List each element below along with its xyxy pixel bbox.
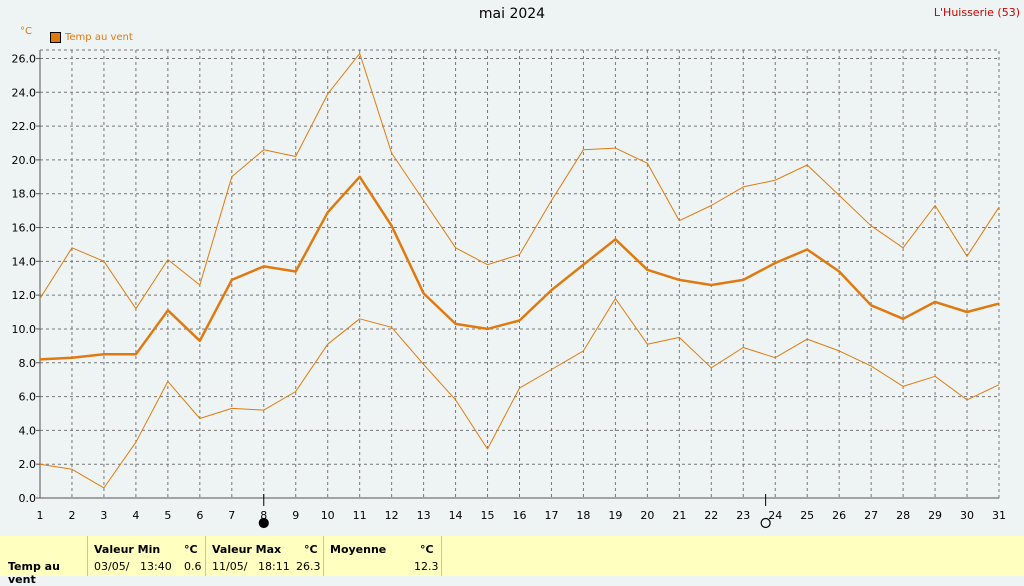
max-time: 18:11	[258, 560, 290, 573]
x-tick-label: 21	[672, 509, 686, 522]
x-tick-label: 20	[640, 509, 654, 522]
x-tick-label: 1	[37, 509, 44, 522]
x-tick-label: 24	[768, 509, 782, 522]
y-tick-label: 8.0	[19, 357, 37, 370]
mean-header: Moyenne	[330, 543, 387, 556]
summary-max-cell: Valeur Max °C 11/05/ 18:11 26.3	[206, 536, 324, 576]
y-tick-label: 26.0	[12, 52, 37, 65]
mean-unit: °C	[420, 543, 434, 556]
x-tick-label: 25	[800, 509, 814, 522]
x-tick-label: 15	[481, 509, 495, 522]
legend-swatch	[50, 32, 61, 43]
x-tick-label: 5	[164, 509, 171, 522]
x-tick-label: 3	[100, 509, 107, 522]
legend-label: Temp au vent	[65, 32, 133, 43]
min-header: Valeur Min	[94, 543, 161, 556]
y-axis-unit: °C	[20, 26, 32, 37]
y-tick-label: 18.0	[12, 188, 37, 201]
x-tick-label: 16	[513, 509, 527, 522]
x-tick-label: 17	[544, 509, 558, 522]
y-tick-label: 10.0	[12, 323, 37, 336]
max-date: 11/05/	[212, 560, 248, 573]
x-tick-label: 27	[864, 509, 878, 522]
mean-value: 12.3	[414, 560, 439, 573]
x-tick-label: 6	[196, 509, 203, 522]
chart-series	[39, 52, 1000, 489]
y-tick-label: 6.0	[19, 391, 37, 404]
y-tick-label: 24.0	[12, 86, 37, 99]
x-tick-label: 11	[353, 509, 367, 522]
y-tick-label: 4.0	[19, 424, 37, 437]
y-tick-label: 12.0	[12, 289, 37, 302]
summary-min-cell: Valeur Min °C 03/05/ 13:40 0.6	[88, 536, 206, 576]
x-tick-label: 8	[260, 509, 267, 522]
summary-table: Temp au vent Valeur Min °C 03/05/ 13:40 …	[0, 536, 1024, 586]
min-value: 0.6	[184, 560, 202, 573]
min-time: 13:40	[140, 560, 172, 573]
series-line-max	[39, 52, 1000, 310]
moon-phase-markers	[258, 494, 771, 529]
y-tick-label: 20.0	[12, 154, 37, 167]
x-tick-label: 30	[960, 509, 974, 522]
x-tick-label: 19	[608, 509, 622, 522]
series-line-min	[39, 298, 1000, 489]
x-tick-label: 12	[385, 509, 399, 522]
x-tick-label: 10	[321, 509, 335, 522]
y-tick-label: 14.0	[12, 255, 37, 268]
series-line-mean	[39, 175, 1000, 361]
y-tick-label: 22.0	[12, 120, 37, 133]
x-tick-label: 13	[417, 509, 431, 522]
max-header: Valeur Max	[212, 543, 282, 556]
x-tick-label: 26	[832, 509, 846, 522]
x-tick-label: 23	[736, 509, 750, 522]
temperature-chart: 1 2 3 4 5 6 7 8 9 10 11 12 13 14 15 16 17 18 19 20 21 22 23 24 2…	[12, 49, 1006, 529]
full-moon-icon	[760, 517, 771, 529]
station-name: L'Huisserie (53)	[933, 6, 1020, 19]
x-tick-label: 18	[576, 509, 590, 522]
x-tick-label: 22	[704, 509, 718, 522]
max-unit: °C	[304, 543, 318, 556]
summary-mean-cell: Moyenne °C 12.3	[324, 536, 442, 576]
chart-axes: 1 2 3 4 5 6 7 8 9 10 11 12 13 14 15 16 17 18 19 20 21 22 23 24 2…	[12, 49, 1006, 522]
x-tick-label: 2	[68, 509, 75, 522]
chart-grid	[40, 50, 999, 498]
x-tick-label: 9	[292, 509, 299, 522]
x-tick-label: 29	[928, 509, 942, 522]
summary-row-label: Temp au vent	[8, 560, 60, 586]
max-value: 26.3	[296, 560, 321, 573]
x-tick-label: 31	[992, 509, 1006, 522]
min-unit: °C	[184, 543, 198, 556]
summary-row-label-cell: Temp au vent	[0, 536, 88, 586]
legend: Temp au vent	[50, 32, 133, 43]
new-moon-icon	[258, 517, 269, 529]
y-tick-label: 0.0	[19, 492, 37, 505]
y-tick-label: 2.0	[19, 458, 37, 471]
x-tick-label: 4	[132, 509, 139, 522]
y-tick-label: 16.0	[12, 222, 37, 235]
x-tick-label: 14	[449, 509, 463, 522]
x-tick-label: 28	[896, 509, 910, 522]
min-date: 03/05/	[94, 560, 130, 573]
x-tick-label: 7	[228, 509, 235, 522]
chart-title: mai 2024	[478, 6, 546, 22]
